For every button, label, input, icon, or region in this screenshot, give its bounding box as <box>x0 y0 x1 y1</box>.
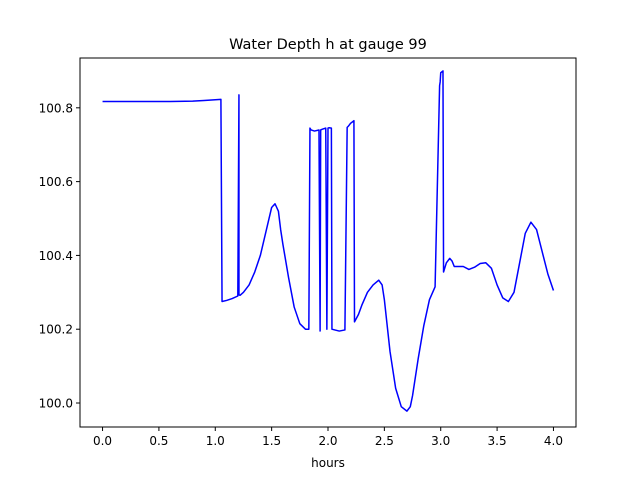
x-tick-label: 0.5 <box>149 434 168 448</box>
x-tick-label: 1.0 <box>206 434 225 448</box>
x-tick-label: 3.5 <box>488 434 507 448</box>
chart-title: Water Depth h at gauge 99 <box>229 37 427 53</box>
y-tick-label: 100.0 <box>39 397 73 411</box>
y-tick-label: 100.8 <box>39 101 73 115</box>
x-tick-label: 4.0 <box>544 434 563 448</box>
series-line-0 <box>102 70 555 412</box>
plot-area: 0.0 0.5 1.0 1.5 2.0 2.5 3.0 3.5 4.0 100.0 100.2 100… <box>39 57 577 448</box>
x-tick-label: 3.0 <box>431 434 450 448</box>
y-tick-label: 100.6 <box>39 175 73 189</box>
x-tick-label: 2.5 <box>375 434 394 448</box>
x-tick-label: 1.5 <box>262 434 281 448</box>
y-tick-label: 100.2 <box>39 323 73 337</box>
x-tick-label: 0.0 <box>93 434 112 448</box>
x-tick-label: 2.0 <box>318 434 337 448</box>
x-axis-label: hours <box>311 456 345 470</box>
y-tick-label: 100.4 <box>39 249 73 263</box>
